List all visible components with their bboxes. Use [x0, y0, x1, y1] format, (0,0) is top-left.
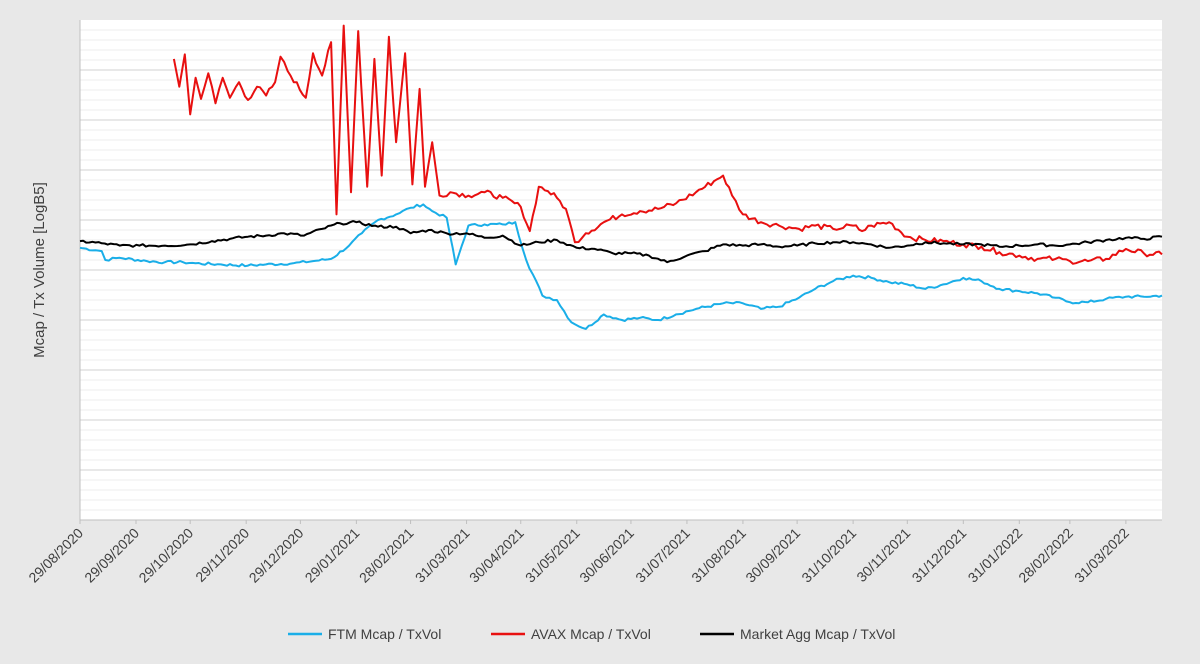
series-line-3	[79, 220, 1163, 264]
legend: FTM Mcap / TxVol AVAX Mcap / TxVol Market …	[288, 626, 895, 642]
gridlines	[80, 29, 1162, 511]
y-axis-title: Mcap / Tx Volume [LogB5]	[31, 182, 48, 358]
series-lines	[79, 24, 1163, 330]
series-line-1	[79, 203, 1163, 330]
legend-label: AVAX Mcap / TxVol	[531, 626, 651, 642]
series-line-2	[172, 24, 1163, 265]
legend-label: FTM Mcap / TxVol	[328, 626, 441, 642]
legend-label: Market Agg Mcap / TxVol	[740, 626, 895, 642]
